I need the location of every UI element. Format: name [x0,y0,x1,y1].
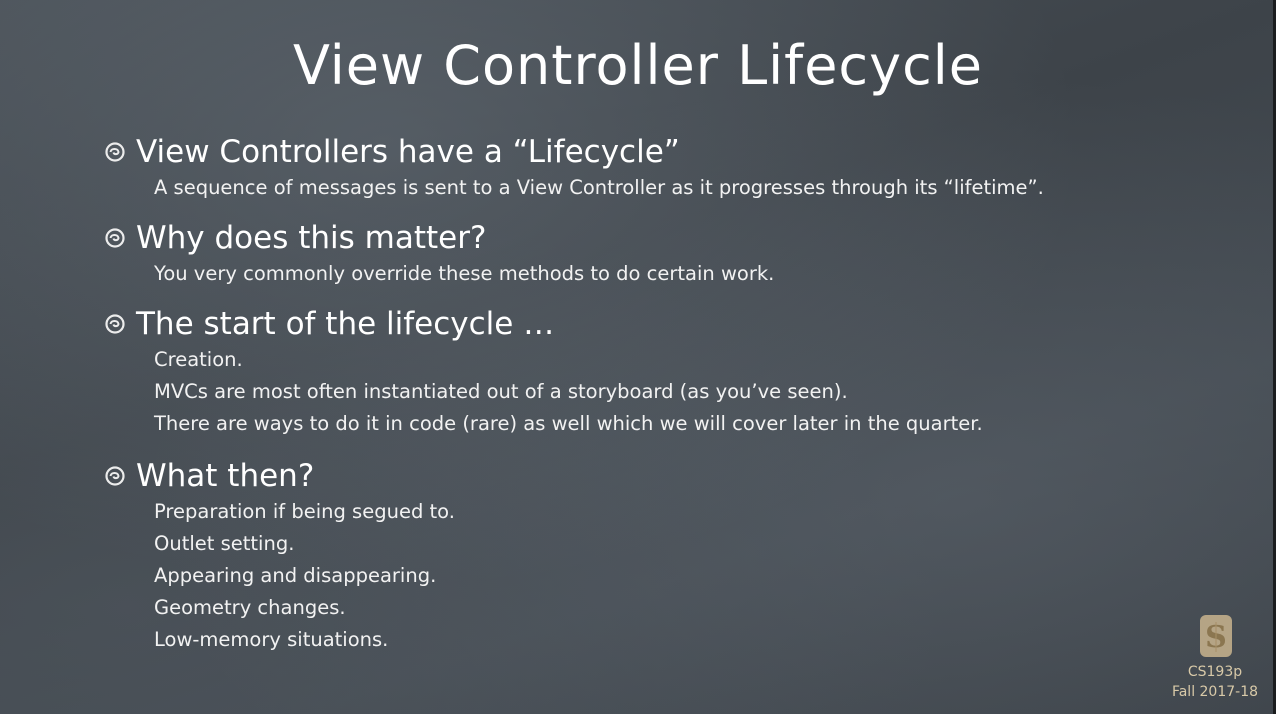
section-start-lifecycle: The start of the lifecycle … Creation. M… [104,304,983,440]
section-line: Creation. [154,348,243,371]
section-line: Preparation if being segued to. [154,500,455,523]
section-line: Appearing and disappearing. [154,564,437,587]
section-heading-row: The start of the lifecycle … [104,304,933,344]
bullet-swirl-icon [105,314,125,334]
section-line: Outlet setting. [154,532,295,555]
course-term: Fall 2017-18 [1171,684,1259,700]
course-code: CS193p [1187,664,1243,680]
section-line: There are ways to do it in code (rare) a… [154,412,983,435]
section-heading: Why does this matter? [136,220,487,256]
section-line: MVCs are most often instantiated out of … [154,380,848,403]
section-what-then: What then? Preparation if being segued t… [104,456,455,656]
section-line: You very commonly override these methods… [154,262,775,285]
section-heading: The start of the lifecycle … [136,306,555,342]
stanford-s-logo-icon: S [1200,615,1232,657]
bullet-swirl-icon [105,228,125,248]
section-heading: View Controllers have a “Lifecycle” [136,134,680,170]
slide-title: View Controller Lifecycle [293,34,983,97]
section-line: Low-memory situations. [154,628,389,651]
section-heading: What then? [136,458,315,494]
section-line: Geometry changes. [154,596,346,619]
section-lifecycle: View Controllers have a “Lifecycle” A se… [104,132,1044,204]
slide-edge [1273,0,1276,714]
bullet-swirl-icon [105,142,125,162]
section-why-matter: Why does this matter? You very commonly … [104,218,774,290]
section-heading-row: What then? [104,456,405,496]
section-heading-row: View Controllers have a “Lifecycle” [104,132,994,172]
bullet-swirl-icon [105,466,125,486]
section-line: A sequence of messages is sent to a View… [154,176,1044,199]
section-heading-row: Why does this matter? [104,218,724,258]
